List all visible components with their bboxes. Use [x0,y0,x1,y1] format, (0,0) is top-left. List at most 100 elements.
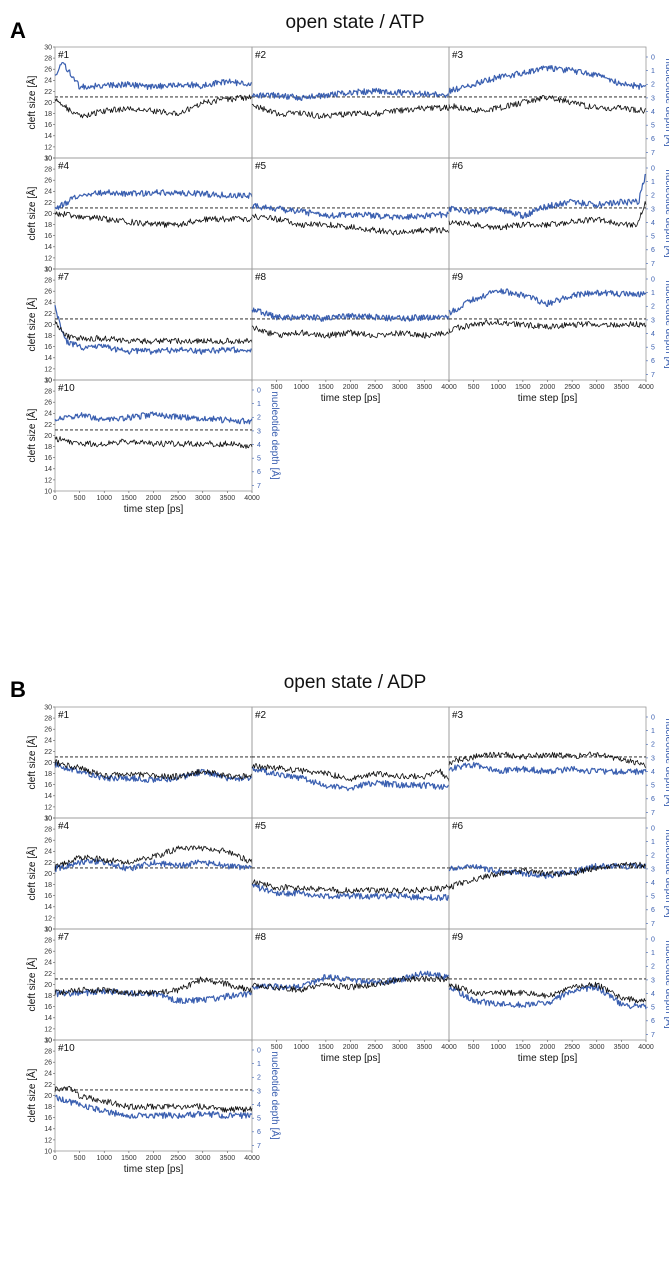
x-tick-label-b-9-1500: 1500 [515,1044,531,1051]
series-depth-a-5 [251,203,449,221]
left-tick-label-a-10-20: 20 [44,433,52,440]
left-tick-label-a-10-22: 22 [44,422,52,429]
x-tick-label-b-8-3500: 3500 [417,1044,433,1051]
subplot-number-b-1: #1 [58,710,70,721]
x-tick-label-a-10-1500: 1500 [121,495,137,502]
x-tick-label-b-10-0: 0 [53,1155,57,1162]
subplot-frame-b-3 [448,706,647,819]
left-tick-label-b-1-10: 10 [44,815,52,822]
left-tick-label-b-7-24: 24 [44,960,52,967]
subplot-number-a-9: #9 [452,272,464,283]
series-depth-a-4 [54,189,253,210]
left-tick-label-a-7-18: 18 [44,333,52,340]
x-tick-label-b-9-1000: 1000 [490,1044,506,1051]
subplot-number-b-9: #9 [452,932,464,943]
x-axis-label-a-10: time step [ps] [124,504,184,515]
series-cleft-a-8 [251,325,450,339]
right-axis-label-b-6: nucleotide depth [Å] [663,829,669,918]
left-tick-label-b-7-10: 10 [44,1037,52,1044]
right-tick-label-a-9-4: 4 [651,331,655,338]
left-tick-label-b-7-20: 20 [44,982,52,989]
right-tick-label-a-6-0: 0 [651,165,655,172]
right-tick-label-a-3-4: 4 [651,109,655,116]
x-axis-label-b-9: time step [ps] [518,1053,578,1064]
subplot-number-b-8: #8 [255,932,267,943]
right-tick-label-a-10-5: 5 [257,456,261,463]
x-axis-label-b-10: time step [ps] [124,1164,184,1175]
left-tick-label-b-7-26: 26 [44,949,52,956]
right-tick-label-b-9-1: 1 [651,950,655,957]
x-tick-label-b-10-4000: 4000 [244,1155,260,1162]
subplot-number-a-2: #2 [255,50,267,61]
right-tick-label-b-10-3: 3 [257,1088,261,1095]
x-tick-label-a-9-2500: 2500 [564,384,580,391]
right-tick-label-b-3-3: 3 [651,755,655,762]
x-tick-label-a-9-1500: 1500 [515,384,531,391]
x-tick-label-a-10-4000: 4000 [244,495,260,502]
series-depth-b-7 [54,988,253,1004]
x-tick-label-b-9-500: 500 [468,1044,480,1051]
series-cleft-b-2 [251,763,450,783]
x-tick-label-a-8-1000: 1000 [293,384,309,391]
series-depth-a-1 [54,62,253,90]
panel-title-a: open state / ATP [285,12,424,33]
x-tick-label-b-9-4000: 4000 [638,1044,654,1051]
right-tick-label-a-10-4: 4 [257,442,261,449]
right-tick-label-b-3-7: 7 [651,810,655,817]
right-tick-label-a-3-5: 5 [651,123,655,130]
x-tick-label-a-8-3500: 3500 [417,384,433,391]
series-depth-b-2 [251,766,450,792]
panel-label-a: A [10,18,26,43]
right-tick-label-a-6-3: 3 [651,206,655,213]
right-tick-label-b-6-6: 6 [651,907,655,914]
left-tick-label-b-7-18: 18 [44,993,52,1000]
left-tick-label-b-4-10: 10 [44,926,52,933]
left-tick-label-a-4-10: 10 [44,266,52,273]
x-tick-label-a-10-3500: 3500 [220,495,236,502]
x-tick-label-a-9-3000: 3000 [589,384,605,391]
left-tick-label-a-4-18: 18 [44,222,52,229]
left-tick-label-b-7-28: 28 [44,938,52,945]
x-tick-label-b-8-3000: 3000 [392,1044,408,1051]
right-axis-label-a-9: nucleotide depth [Å] [663,280,669,369]
left-tick-label-a-10-12: 12 [44,477,52,484]
left-axis-label-b-10: cleft size [Å] [25,1068,38,1122]
panel-label-b: B [10,677,26,702]
left-tick-label-b-10-22: 22 [44,1082,52,1089]
left-tick-label-a-1-22: 22 [44,89,52,96]
x-tick-label-b-9-3000: 3000 [589,1044,605,1051]
right-tick-label-b-3-5: 5 [651,783,655,790]
right-tick-label-a-6-1: 1 [651,179,655,186]
right-tick-label-a-6-4: 4 [651,220,655,227]
right-tick-label-b-10-0: 0 [257,1047,261,1054]
series-depth-a-3 [448,65,647,94]
left-axis-label-b-7: cleft size [Å] [25,957,38,1011]
subplot-frame-b-9 [448,928,647,1041]
right-tick-label-a-3-6: 6 [651,136,655,143]
left-tick-label-b-4-22: 22 [44,860,52,867]
series-cleft-a-1 [54,94,253,119]
x-tick-label-b-10-1000: 1000 [96,1155,112,1162]
left-tick-label-a-1-20: 20 [44,100,52,107]
series-cleft-a-6 [448,201,647,231]
left-tick-label-b-10-16: 16 [44,1115,52,1122]
subplot-number-b-7: #7 [58,932,70,943]
series-cleft-b-6 [448,861,647,890]
x-tick-label-b-8-1500: 1500 [318,1044,334,1051]
left-tick-label-b-1-28: 28 [44,716,52,723]
left-tick-label-b-1-12: 12 [44,804,52,811]
left-tick-label-b-10-28: 28 [44,1049,52,1056]
left-tick-label-a-1-24: 24 [44,78,52,85]
right-tick-label-a-9-5: 5 [651,345,655,352]
series-cleft-b-4 [54,845,253,871]
left-tick-label-a-10-24: 24 [44,411,52,418]
right-tick-label-b-3-4: 4 [651,769,655,776]
left-tick-label-b-10-26: 26 [44,1060,52,1067]
x-tick-label-b-10-3000: 3000 [195,1155,211,1162]
left-tick-label-a-7-24: 24 [44,300,52,307]
series-cleft-b-3 [448,751,647,768]
right-tick-label-a-9-6: 6 [651,358,655,365]
panel-title-b: open state / ADP [284,672,427,693]
right-tick-label-b-6-1: 1 [651,839,655,846]
subplot-number-a-6: #6 [452,161,464,172]
